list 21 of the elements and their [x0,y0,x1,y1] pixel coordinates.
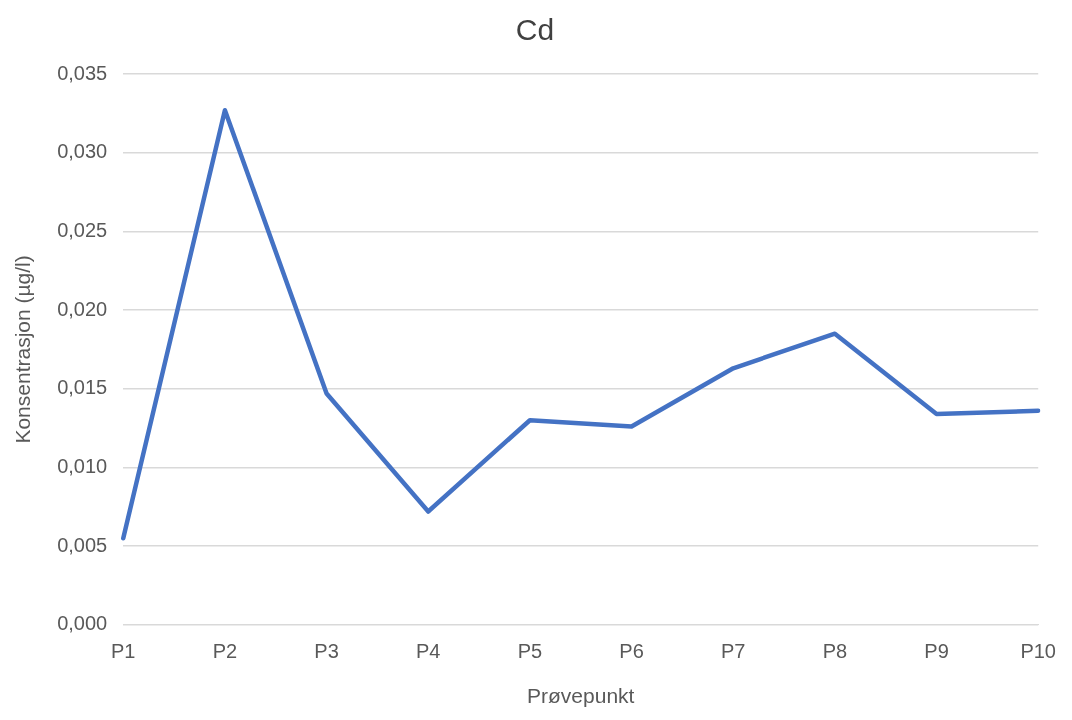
x-tick-label: P1 [111,640,136,663]
y-axis-title: Konsentrasjon (µg/l) [11,255,35,444]
x-tick-label: P2 [212,640,238,663]
x-tick-label: P10 [1020,640,1056,663]
x-tick-label: P6 [619,640,644,663]
y-tick-label: 0,025 [57,218,108,241]
y-tick-label: 0,030 [57,140,108,163]
y-tick-label: 0,005 [57,533,108,556]
x-axis-title: Prøvepunkt [527,684,635,708]
y-tick-label: 0,010 [57,454,108,477]
x-tick-label: P5 [517,640,543,663]
x-tick-label: P8 [822,640,848,663]
x-tick-label: P7 [720,640,746,663]
y-tick-label: 0,015 [57,376,108,399]
y-tick-label: 0,035 [57,61,108,84]
x-tick-label: P9 [924,640,949,663]
y-tick-label: 0,000 [57,612,108,635]
y-tick-label: 0,020 [57,297,108,320]
chart-title: Cd [515,13,555,47]
x-tick-label: P3 [314,640,339,663]
x-tick-label: P4 [416,640,441,663]
